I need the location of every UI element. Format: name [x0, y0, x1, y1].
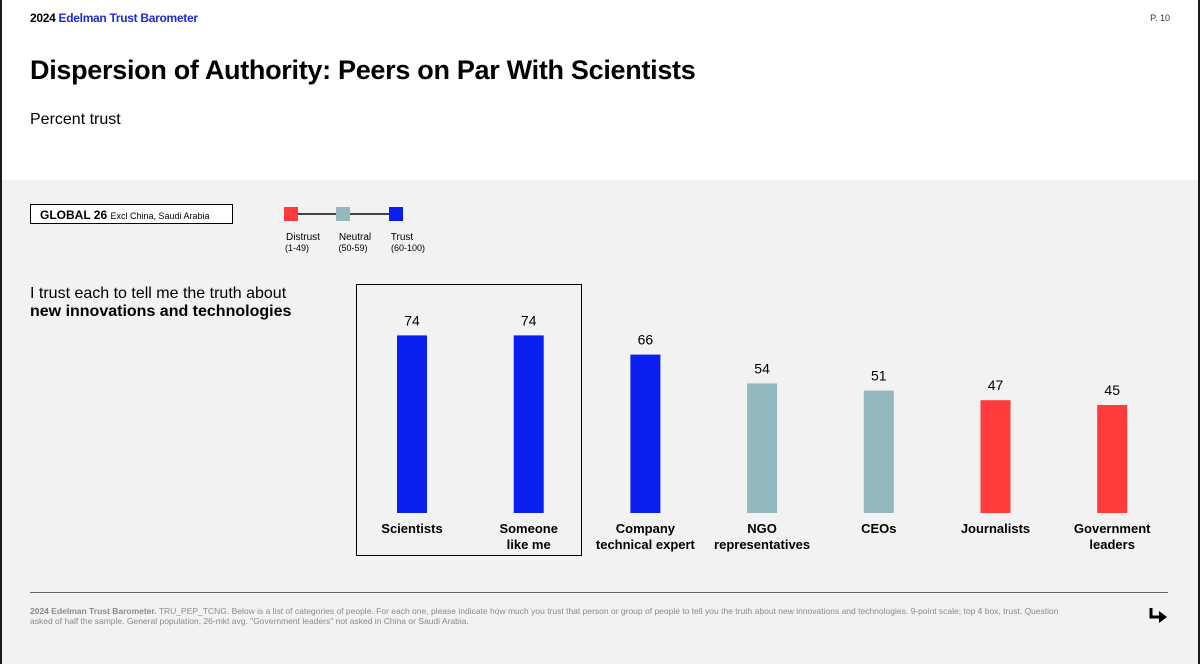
legend-swatch-neutral	[336, 207, 350, 221]
trust-bar-chart: 74 Scientists 74 Someone like me 66 Company tec…	[381, 312, 1151, 552]
legend-range-trust: (60-100)	[390, 243, 426, 253]
question-line-1: I trust each to tell me the truth about	[30, 285, 287, 302]
category-label-6: Government leaders	[1074, 521, 1151, 552]
category-label-4: CEOs	[861, 521, 896, 536]
legend-range-distrust: (1-49)	[284, 243, 309, 253]
highlight-box	[356, 284, 582, 556]
legend-label-distrust: Distrust	[286, 232, 320, 243]
value-label-6: 45	[1104, 382, 1120, 398]
category-label-0: Scientists	[381, 521, 442, 536]
value-label-2: 66	[638, 332, 654, 348]
bar-6	[1097, 405, 1128, 513]
bar-3	[747, 383, 778, 513]
survey-question: I trust each to tell me the truth about …	[30, 285, 291, 321]
legend-range-neutral: (50-59)	[338, 243, 368, 253]
bar-5	[980, 400, 1011, 513]
value-label-4: 51	[871, 368, 887, 384]
brand-name: Edelman Trust Barometer	[58, 11, 198, 25]
bar-1	[513, 335, 544, 513]
frame-border-right	[1198, 0, 1200, 664]
bar-4	[863, 390, 894, 513]
brand-year: 2024	[30, 11, 56, 25]
footnote-source: 2024 Edelman Trust Barometer.	[30, 606, 157, 616]
value-label-5: 47	[988, 377, 1004, 393]
bar-2	[630, 354, 661, 513]
arrow-down-right-icon[interactable]	[1147, 604, 1171, 628]
footer-divider	[30, 592, 1168, 593]
legend-label-trust: Trust	[390, 232, 414, 243]
value-label-1: 74	[521, 312, 537, 328]
footnote-text: TRU_PEP_TCNG. Below is a list of categor…	[30, 606, 1059, 626]
category-label-3: NGO representatives	[714, 521, 810, 552]
filter-sub: Excl China, Saudi Arabia	[110, 211, 210, 221]
legend-swatch-trust	[389, 207, 403, 221]
page-number: P. 10	[1150, 13, 1170, 23]
category-label-2: Company technical expert	[596, 521, 696, 552]
category-label-1: Someone like me	[499, 521, 558, 552]
footnote: 2024 Edelman Trust Barometer. TRU_PEP_TC…	[30, 606, 1060, 626]
legend-swatch-distrust	[284, 207, 298, 221]
page-subtitle: Percent trust	[30, 111, 121, 128]
filter-box: GLOBAL 26 Excl China, Saudi Arabia	[30, 204, 233, 224]
value-label-3: 54	[754, 360, 770, 376]
value-label-0: 74	[404, 312, 420, 328]
question-line-2: new innovations and technologies	[30, 303, 292, 320]
bar-0	[397, 335, 427, 513]
page-title: Dispersion of Authority: Peers on Par Wi…	[30, 55, 696, 85]
category-label-5: Journalists	[961, 521, 1030, 536]
legend-label-neutral: Neutral	[338, 232, 372, 243]
frame-border-left	[0, 0, 2, 664]
brand-logo: 2024 Edelman Trust Barometer	[30, 11, 198, 25]
filter-main: GLOBAL 26	[40, 208, 108, 222]
